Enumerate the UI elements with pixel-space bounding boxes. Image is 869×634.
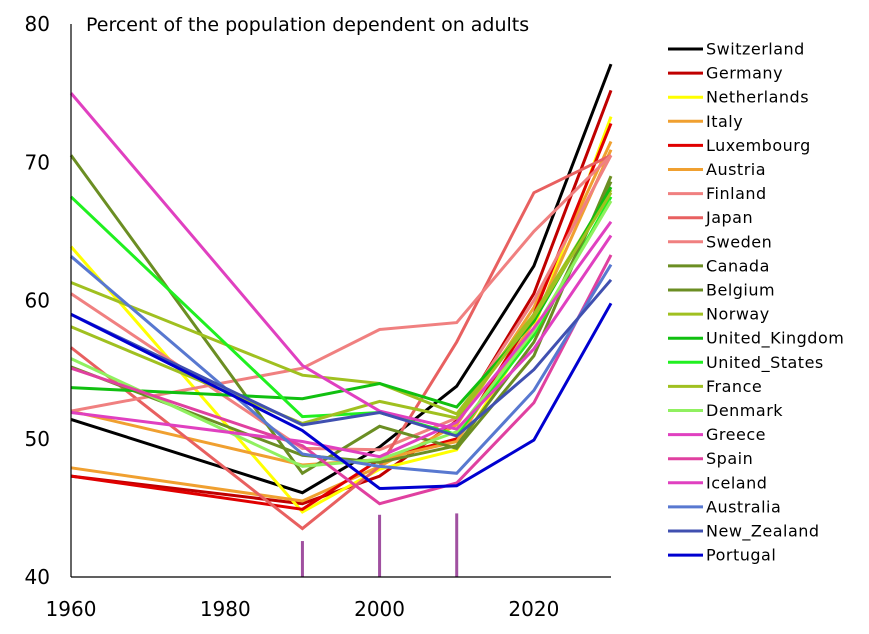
legend-item-japan: Japan — [668, 208, 753, 227]
series-line-spain — [70, 254, 613, 506]
legend-item-iceland: Iceland — [668, 473, 767, 492]
series-line-belgium — [70, 180, 613, 464]
legend-item-new-zealand: New_Zealand — [668, 522, 820, 542]
legend-label: Netherlands — [706, 88, 809, 107]
legend-item-portugal: Portugal — [668, 546, 776, 565]
legend-item-united-kingdom: United_Kingdom — [668, 329, 844, 349]
x-tick-label: 2020 — [508, 597, 559, 621]
legend-item-canada: Canada — [668, 256, 770, 275]
legend-item-austria: Austria — [668, 160, 766, 179]
legend-item-italy: Italy — [668, 112, 743, 131]
legend-item-france: France — [668, 377, 762, 396]
series-lines — [69, 63, 613, 531]
y-tick-labels: 40 50 60 70 80 — [25, 12, 50, 589]
legend-label: Spain — [706, 449, 753, 468]
series-line-iceland — [69, 92, 613, 431]
legend-label: Norway — [706, 305, 770, 324]
legend-label: Finland — [706, 184, 767, 203]
legend-label: Iceland — [706, 473, 767, 492]
legend-label: Portugal — [706, 546, 776, 565]
x-tick-label: 2000 — [354, 597, 405, 621]
legend-label: Sweden — [706, 232, 772, 251]
series-line-portugal — [70, 302, 613, 491]
legend-label: United_Kingdom — [706, 329, 844, 349]
legend: Switzerland Germany Netherlands Italy Luxemb… — [668, 40, 844, 565]
legend-label: France — [706, 377, 762, 396]
legend-item-spain: Spain — [668, 449, 753, 468]
legend-item-belgium: Belgium — [668, 281, 775, 300]
y-tick-label: 60 — [25, 289, 50, 313]
legend-label: Luxembourg — [706, 136, 811, 155]
legend-label: Japan — [705, 208, 753, 227]
legend-item-united-states: United_States — [668, 353, 824, 373]
legend-item-netherlands: Netherlands — [668, 88, 809, 107]
legend-label: United_States — [706, 353, 824, 373]
legend-label: Germany — [706, 64, 783, 83]
x-tick-label: 1980 — [200, 597, 251, 621]
y-tick-label: 80 — [25, 12, 50, 36]
series-line-switzerland — [70, 63, 613, 495]
series-line-new-zealand — [70, 278, 613, 438]
series-line-australia — [70, 255, 613, 475]
series-line-japan — [70, 153, 612, 531]
legend-label: New_Zealand — [706, 522, 820, 542]
legend-item-finland: Finland — [668, 184, 767, 203]
legend-label: Canada — [706, 256, 770, 275]
legend-label: Austria — [706, 160, 766, 179]
legend-label: Belgium — [706, 281, 775, 300]
legend-item-switzerland: Switzerland — [668, 40, 805, 59]
y-tick-label: 70 — [25, 150, 50, 174]
vertical-markers — [300, 513, 459, 577]
x-tick-label: 1960 — [46, 597, 97, 621]
chart-title: Percent of the population dependent on a… — [86, 14, 529, 36]
legend-item-sweden: Sweden — [668, 232, 772, 251]
legend-item-greece: Greece — [668, 425, 766, 444]
legend-label: Switzerland — [706, 40, 805, 59]
y-tick-label: 50 — [25, 427, 50, 451]
legend-label: Greece — [706, 425, 766, 444]
legend-label: Australia — [706, 497, 781, 516]
y-tick-label: 40 — [25, 565, 50, 589]
series-line-greece — [70, 220, 613, 459]
x-tick-labels: 1960 1980 2000 2020 — [46, 597, 560, 621]
legend-item-australia: Australia — [668, 497, 781, 516]
legend-item-denmark: Denmark — [668, 401, 783, 420]
legend-item-norway: Norway — [668, 305, 770, 324]
legend-item-luxembourg: Luxembourg — [668, 136, 811, 155]
legend-label: Italy — [706, 112, 743, 131]
legend-label: Denmark — [706, 401, 783, 420]
legend-item-germany: Germany — [668, 64, 783, 83]
series-line-sweden — [70, 154, 613, 413]
